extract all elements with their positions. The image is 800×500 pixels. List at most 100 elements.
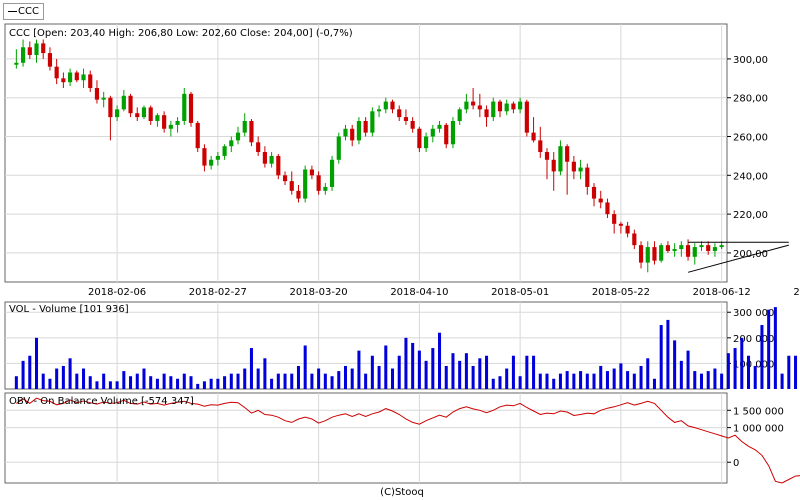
volume-bar: [68, 358, 72, 389]
candle-body: [61, 78, 66, 83]
volume-bar: [330, 376, 334, 389]
candle-body: [471, 101, 476, 106]
volume-bar: [411, 342, 415, 389]
legend-label: CCC: [18, 6, 39, 17]
volume-bar: [48, 378, 52, 389]
volume-bar: [229, 373, 233, 389]
volume-y-tick-label: 200 000: [733, 334, 774, 345]
candle-body: [101, 97, 106, 100]
chart-legend[interactable]: CCC: [3, 3, 44, 20]
volume-bar: [176, 378, 180, 389]
volume-bar: [102, 373, 106, 389]
x-tick-label: 2018-02-27: [189, 287, 247, 298]
candle-body: [249, 120, 254, 143]
x-tick-label: 2018-03-20: [290, 287, 348, 298]
volume-bar: [659, 325, 663, 389]
candle-body: [256, 142, 261, 153]
volume-bar: [115, 381, 119, 389]
candle-body: [94, 88, 100, 100]
volume-bar: [458, 360, 462, 389]
obv-y-tick-label: 1 000 000: [733, 424, 784, 435]
volume-bar: [417, 350, 421, 389]
candle-body: [41, 43, 46, 54]
volume-bar: [558, 373, 562, 389]
volume-bar: [431, 348, 435, 389]
volume-bar: [169, 376, 173, 389]
volume-bar: [350, 368, 354, 389]
volume-bar: [14, 376, 18, 389]
volume-bar: [713, 368, 717, 389]
candle-body: [531, 132, 536, 141]
candle-body: [303, 169, 308, 199]
volume-bar: [196, 383, 200, 389]
volume-bar: [263, 358, 267, 389]
volume-bar: [343, 365, 348, 389]
candle-body: [135, 113, 140, 118]
volume-bar: [632, 373, 636, 389]
candle-body: [477, 105, 482, 110]
candle-body: [343, 128, 348, 137]
candle-body: [215, 155, 220, 160]
candle-body: [222, 146, 227, 156]
volume-bar: [767, 309, 771, 389]
volume-bar: [652, 378, 656, 389]
candle-body: [518, 101, 523, 110]
x-tick-label: 2018-02-06: [88, 287, 146, 298]
volume-bar: [720, 373, 724, 389]
candle-body: [108, 97, 113, 118]
candle-body: [323, 186, 328, 191]
candle-body: [645, 247, 650, 263]
candle-body: [262, 152, 267, 164]
candle-body: [235, 132, 241, 141]
obv-y-tick-label: 0: [733, 458, 739, 469]
candle-body: [605, 202, 610, 215]
candle-body: [242, 120, 247, 133]
volume-bar: [464, 353, 468, 389]
volume-bar: [283, 373, 287, 389]
volume-bar: [532, 355, 536, 389]
candle-body: [403, 117, 409, 121]
volume-bar: [753, 365, 757, 389]
candle-body: [424, 136, 429, 149]
volume-bar: [95, 381, 99, 389]
candle-body: [115, 109, 120, 118]
candle-body: [141, 107, 147, 118]
volume-bar: [565, 371, 569, 389]
volume-bar: [390, 368, 395, 389]
volume-bar: [686, 350, 690, 389]
candle-body: [148, 107, 153, 121]
volume-bar: [511, 355, 515, 389]
volume-bar: [592, 373, 596, 389]
candle-body: [47, 53, 53, 67]
volume-bar: [310, 373, 314, 389]
price-y-tick-label: 300,00: [733, 55, 768, 66]
volume-bar: [794, 355, 798, 389]
candle-body: [511, 103, 516, 110]
candle-body: [665, 245, 670, 251]
volume-bar: [55, 368, 59, 389]
price-y-tick-label: 280,00: [733, 94, 768, 105]
volume-bar: [545, 373, 549, 389]
candle-body: [497, 101, 503, 112]
volume-bar: [276, 373, 280, 389]
volume-bar: [303, 345, 307, 389]
candle-body: [88, 74, 93, 89]
candle-body: [195, 122, 200, 149]
candle-body: [484, 109, 489, 118]
obv-chart-title: OBV - On Balance Volume [-574 347]: [9, 396, 194, 407]
volume-bar: [384, 345, 388, 389]
volume-bar: [397, 355, 401, 389]
candle-body: [457, 109, 462, 121]
volume-bar: [780, 373, 784, 389]
candle-body: [14, 62, 19, 65]
volume-bar: [505, 368, 509, 389]
volume-bar: [75, 373, 79, 389]
volume-bar: [424, 360, 428, 389]
volume-bar: [679, 360, 683, 389]
volume-bar: [189, 376, 193, 389]
candle-body: [128, 95, 133, 114]
volume-bar: [485, 355, 489, 389]
volume-bar: [216, 378, 220, 389]
candle-body: [336, 136, 341, 160]
candle-body: [376, 109, 382, 112]
